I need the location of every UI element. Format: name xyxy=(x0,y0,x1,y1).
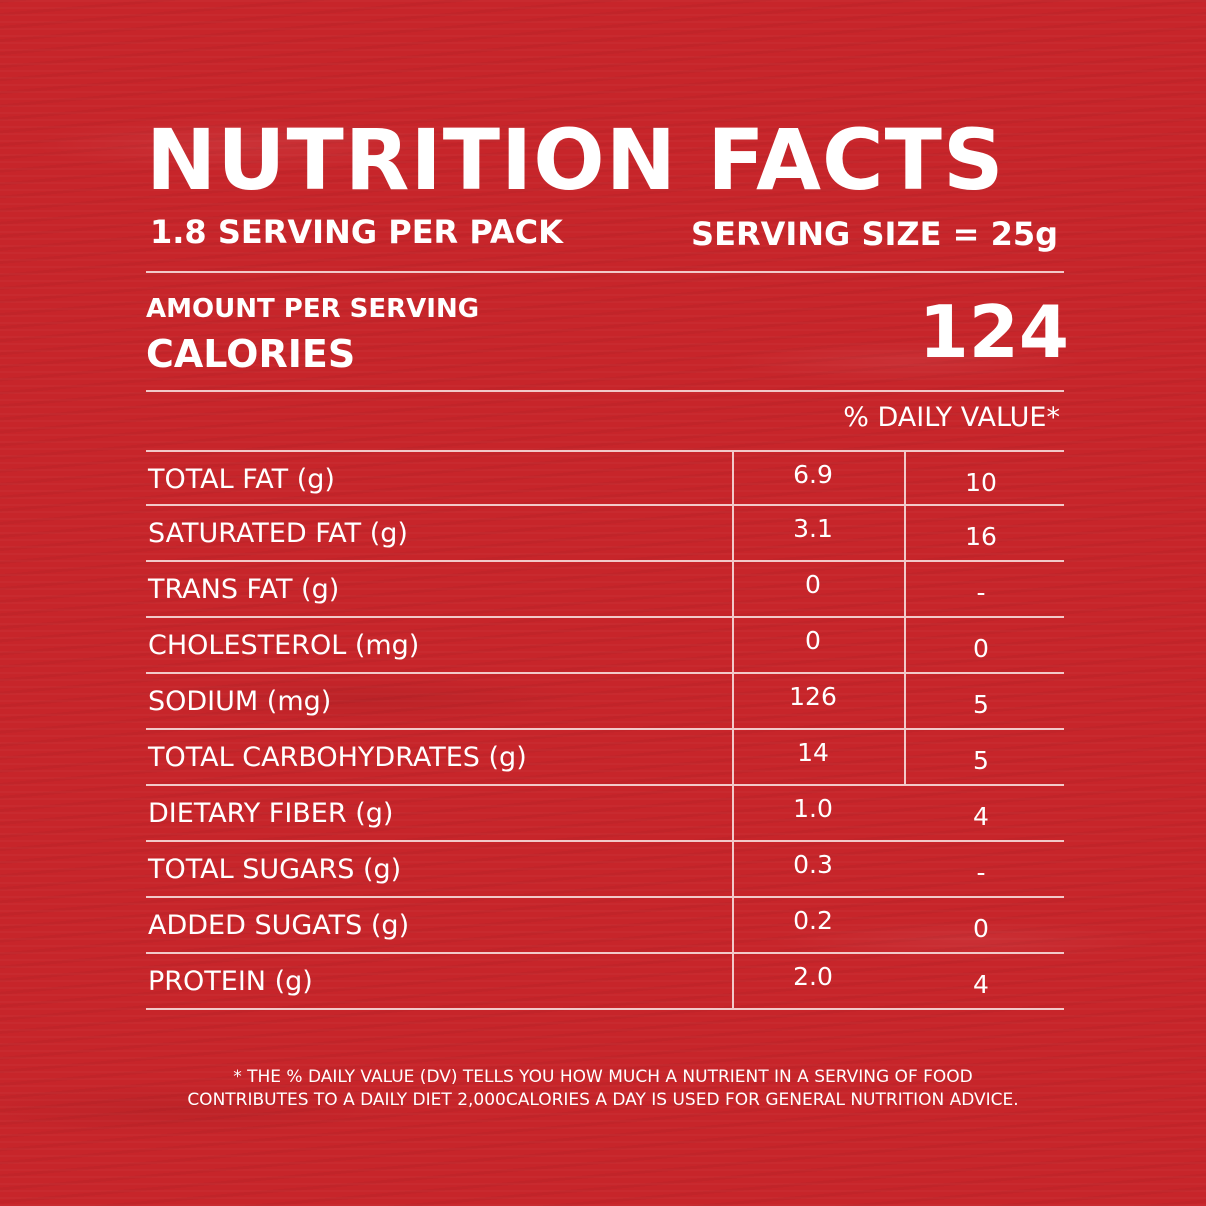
nutrient-amount: 1.0 xyxy=(793,794,833,823)
nutrient-daily-value: 5 xyxy=(973,690,989,719)
nutrient-daily-value: 5 xyxy=(973,746,989,775)
nutrient-name: PROTEIN (g) xyxy=(148,966,313,997)
servings-per-pack: 1.8 SERVING PER PACK xyxy=(150,213,563,251)
table-row: CHOLESTEROL (mg) 0 0 xyxy=(146,618,1064,674)
nutrient-daily-value: 4 xyxy=(973,970,989,999)
nutrient-daily-value: - xyxy=(976,858,986,887)
table-row: SODIUM (mg) 126 5 xyxy=(146,674,1064,730)
nutrient-amount: 0.2 xyxy=(793,906,833,935)
table-row: TOTAL SUGARS (g) 0.3 - xyxy=(146,842,1064,898)
nutrient-amount: 0 xyxy=(805,626,821,655)
nutrient-name: SATURATED FAT (g) xyxy=(148,518,408,549)
serving-size: SERVING SIZE = 25g xyxy=(691,215,1058,253)
nutrition-table: TOTAL FAT (g) 6.9 10 SATURATED FAT (g) 3… xyxy=(146,450,1064,1010)
nutrient-name: DIETARY FIBER (g) xyxy=(148,798,394,829)
calories-label: CALORIES xyxy=(146,332,356,376)
table-row: SATURATED FAT (g) 3.1 16 xyxy=(146,506,1064,562)
table-row: ADDED SUGATS (g) 0.2 0 xyxy=(146,898,1064,954)
footnote: * THE % DAILY VALUE (DV) TELLS YOU HOW M… xyxy=(0,1066,1206,1112)
divider-calories xyxy=(146,390,1064,392)
nutrient-name: CHOLESTEROL (mg) xyxy=(148,630,420,661)
footnote-line: CONTRIBUTES TO A DAILY DIET 2,000CALORIE… xyxy=(187,1090,1019,1110)
daily-value-header: % DAILY VALUE* xyxy=(843,402,1060,433)
table-row: DIETARY FIBER (g) 1.0 4 xyxy=(146,786,1064,842)
nutrient-daily-value: - xyxy=(976,578,986,607)
table-row: TOTAL FAT (g) 6.9 10 xyxy=(146,450,1064,506)
nutrient-amount: 0.3 xyxy=(793,850,833,879)
nutrient-name: TRANS FAT (g) xyxy=(148,574,340,605)
footnote-line: * THE % DAILY VALUE (DV) TELLS YOU HOW M… xyxy=(233,1067,973,1087)
nutrient-daily-value: 4 xyxy=(973,802,989,831)
nutrient-name: TOTAL SUGARS (g) xyxy=(148,854,402,885)
nutrient-amount: 14 xyxy=(797,738,829,767)
nutrient-amount: 0 xyxy=(805,570,821,599)
table-row: TRANS FAT (g) 0 - xyxy=(146,562,1064,618)
page-title: NUTRITION FACTS xyxy=(146,111,1005,209)
amount-per-serving-label: AMOUNT PER SERVING xyxy=(146,294,480,324)
nutrient-amount: 6.9 xyxy=(793,460,833,489)
column-divider-amount xyxy=(732,450,734,1010)
nutrient-name: ADDED SUGATS (g) xyxy=(148,910,410,941)
nutrient-amount: 3.1 xyxy=(793,514,833,543)
nutrient-amount: 126 xyxy=(789,682,837,711)
nutrient-daily-value: 16 xyxy=(965,522,997,551)
nutrient-daily-value: 0 xyxy=(973,634,989,663)
table-row: TOTAL CARBOHYDRATES (g) 14 5 xyxy=(146,730,1064,786)
nutrient-name: TOTAL FAT (g) xyxy=(148,464,335,495)
column-divider-daily-value xyxy=(904,450,906,786)
table-row: PROTEIN (g) 2.0 4 xyxy=(146,954,1064,1010)
divider-top xyxy=(146,271,1064,273)
nutrient-name: TOTAL CARBOHYDRATES (g) xyxy=(148,742,527,773)
nutrient-name: SODIUM (mg) xyxy=(148,686,332,717)
nutrient-amount: 2.0 xyxy=(793,962,833,991)
nutrient-daily-value: 0 xyxy=(973,914,989,943)
nutrient-daily-value: 10 xyxy=(965,468,997,497)
calories-value: 124 xyxy=(918,290,1069,374)
